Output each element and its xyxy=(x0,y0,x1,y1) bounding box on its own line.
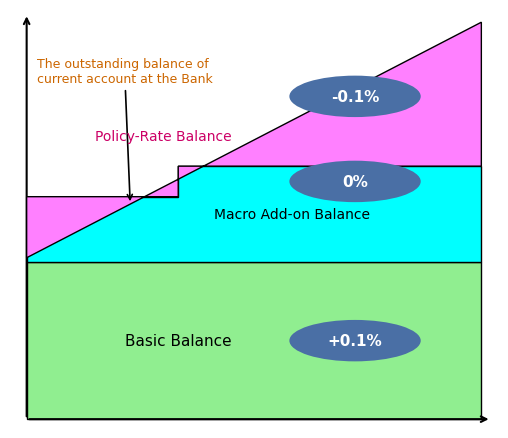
Text: Basic Balance: Basic Balance xyxy=(125,333,232,348)
Polygon shape xyxy=(26,167,482,262)
Bar xyxy=(26,262,482,419)
Ellipse shape xyxy=(290,161,421,203)
Text: The outstanding balance of
current account at the Bank: The outstanding balance of current accou… xyxy=(37,58,212,200)
Text: Macro Add-on Balance: Macro Add-on Balance xyxy=(213,208,370,222)
Text: -0.1%: -0.1% xyxy=(331,90,379,105)
Polygon shape xyxy=(26,23,482,258)
Ellipse shape xyxy=(290,77,421,118)
Text: 0%: 0% xyxy=(342,174,368,190)
Text: Policy-Rate Balance: Policy-Rate Balance xyxy=(95,129,231,143)
Text: +0.1%: +0.1% xyxy=(328,333,383,348)
Ellipse shape xyxy=(290,320,421,361)
